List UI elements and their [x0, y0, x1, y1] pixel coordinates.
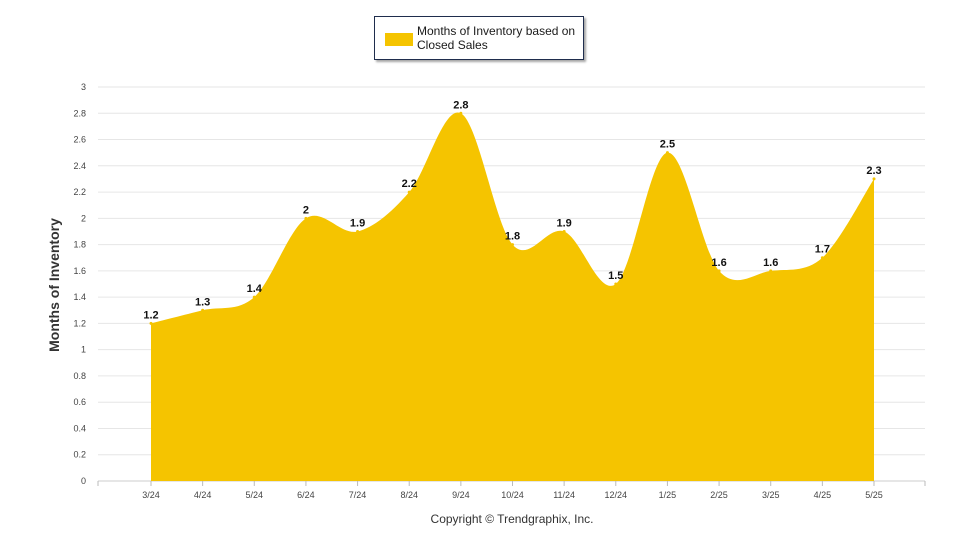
x-tick-label: 4/25: [814, 490, 832, 500]
x-tick-label: 9/24: [452, 490, 470, 500]
x-tick-label: 4/24: [194, 490, 212, 500]
x-tick-label: 12/24: [605, 490, 628, 500]
data-point: [356, 229, 360, 233]
y-tick-label: 0.4: [73, 423, 86, 433]
data-label: 1.9: [556, 217, 571, 229]
data-label: 2.5: [660, 139, 675, 151]
y-tick-label: 0: [81, 476, 86, 486]
legend: Months of Inventory based on Closed Sale…: [374, 16, 584, 60]
y-axis-ticks: 0 0.2 0.4 0.6 0.8 1 1.2 1.4 1.6 1.8 2 2.2 2.4 2.6 2.8 3: [73, 82, 86, 486]
data-point: [872, 177, 876, 181]
data-point: [769, 269, 773, 273]
y-tick-label: 1.2: [73, 318, 86, 328]
data-point: [665, 151, 669, 155]
data-label: 2.2: [402, 178, 417, 190]
data-label: 1.6: [763, 257, 778, 269]
data-label: 1.3: [195, 296, 210, 308]
data-label: 2.8: [453, 99, 468, 111]
data-label: 1.8: [505, 231, 520, 243]
data-point: [820, 256, 824, 260]
data-label: 1.4: [247, 283, 263, 295]
y-tick-label: 3: [81, 82, 86, 92]
series-area: [151, 112, 874, 481]
area-series: [151, 112, 874, 481]
data-point: [614, 282, 618, 286]
data-point: [459, 111, 463, 115]
data-labels: 1.2 1.3 1.4 2 1.9 2.2 2.8 1.8 1.9 1.5 2.5 1.6 1.6 1.7…: [143, 99, 882, 325]
y-tick-label: 0.2: [73, 450, 86, 460]
data-label: 2.3: [866, 165, 881, 177]
x-tick-label: 10/24: [501, 490, 524, 500]
data-point: [511, 243, 514, 247]
y-tick-label: 2.8: [73, 108, 86, 118]
x-tick-label: 5/24: [246, 490, 264, 500]
y-tick-label: 1.6: [73, 266, 86, 276]
x-tick-label: 1/25: [659, 490, 677, 500]
data-point: [149, 321, 153, 325]
x-tick-label: 6/24: [297, 490, 315, 500]
x-tick-label: 8/24: [400, 490, 418, 500]
y-axis-label: Months of Inventory: [46, 218, 62, 352]
legend-swatch: [385, 33, 413, 46]
data-label: 1.5: [608, 270, 623, 282]
y-tick-label: 1: [81, 345, 86, 355]
copyright-text: Copyright © Trendgraphix, Inc.: [430, 512, 594, 526]
data-point: [562, 229, 566, 233]
x-tick-label: 11/24: [553, 490, 575, 500]
x-tick-label: 2/25: [710, 490, 728, 500]
data-point: [252, 295, 256, 299]
data-point: [717, 269, 721, 273]
y-tick-label: 0.6: [73, 397, 86, 407]
data-label: 1.9: [350, 217, 365, 229]
data-label: 1.6: [711, 257, 726, 269]
data-point: [201, 308, 205, 312]
data-point: [407, 190, 411, 194]
y-tick-label: 2: [81, 213, 86, 223]
y-tick-label: 2.4: [73, 161, 86, 171]
legend-label: Months of Inventory based on Closed Sale…: [417, 24, 576, 52]
y-tick-label: 2.2: [73, 187, 86, 197]
x-tick-label: 5/25: [865, 490, 883, 500]
data-label: 1.7: [815, 244, 830, 256]
data-label: 1.2: [143, 309, 158, 321]
x-tick-label: 3/24: [142, 490, 160, 500]
x-axis-ticks: 3/24 4/24 5/24 6/24 7/24 8/24 9/24 10/24 11/24 12…: [97, 481, 926, 500]
x-tick-label: 7/24: [349, 490, 367, 500]
data-point: [304, 216, 308, 220]
y-tick-label: 1.4: [73, 292, 86, 302]
y-tick-label: 2.6: [73, 135, 86, 145]
x-tick-label: 3/25: [762, 490, 780, 500]
data-label: 2: [303, 204, 309, 216]
y-tick-label: 0.8: [73, 371, 86, 381]
y-tick-label: 1.8: [73, 240, 86, 250]
